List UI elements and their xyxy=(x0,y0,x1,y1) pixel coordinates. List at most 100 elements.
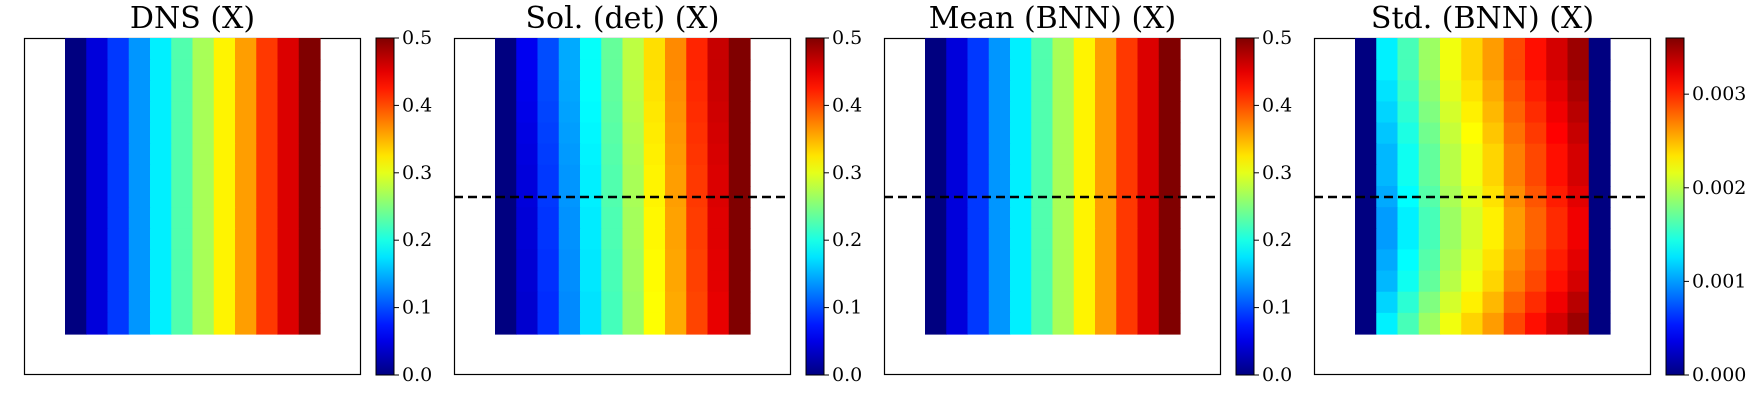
heatmap-cell xyxy=(128,38,151,60)
heatmap-cell xyxy=(601,312,624,335)
heatmap-cell xyxy=(150,312,172,335)
heatmap-cell xyxy=(686,143,709,166)
heatmap-cell xyxy=(925,270,947,293)
heatmap-cell xyxy=(107,270,130,293)
heatmap-cell xyxy=(1418,122,1441,145)
heatmap-cell xyxy=(1137,80,1160,103)
heatmap-cell xyxy=(558,59,581,81)
heatmap-cell xyxy=(580,122,602,145)
heatmap-cell xyxy=(256,80,279,103)
heatmap-cell xyxy=(107,312,130,335)
heatmap-cell xyxy=(707,143,730,166)
heatmap-cell xyxy=(128,249,151,272)
heatmap-cell xyxy=(107,291,130,314)
heatmap-cell xyxy=(171,59,194,81)
heatmap-cell xyxy=(298,143,321,166)
heatmap-cell xyxy=(65,164,87,187)
heatmap-cell xyxy=(1116,122,1139,145)
heatmap-cell xyxy=(1116,207,1139,229)
heatmap-cell xyxy=(580,80,602,103)
heatmap-cell xyxy=(171,101,194,124)
heatmap-cell xyxy=(925,228,947,251)
heatmap-cell xyxy=(213,249,236,272)
heatmap-cell xyxy=(171,312,194,335)
heatmap-cell xyxy=(580,101,602,124)
heatmap-cell xyxy=(1073,164,1096,187)
heatmap-cell xyxy=(298,312,321,335)
panel-1: DNS (X) 0.0 0.1 0.2 0.3 0.4 0.5 xyxy=(23,1,432,386)
heatmap-cell xyxy=(86,186,109,208)
heatmap-cell xyxy=(988,122,1011,145)
heatmap-cell xyxy=(86,228,109,251)
heatmap-cell xyxy=(86,38,109,60)
heatmap-cell xyxy=(1397,164,1420,187)
heatmap-cell xyxy=(213,59,236,81)
heatmap-cell xyxy=(686,164,709,187)
heatmap-cell xyxy=(601,270,624,293)
heatmap-cell xyxy=(1116,249,1139,272)
heatmap-cell xyxy=(925,122,947,145)
heatmap-cell xyxy=(988,228,1011,251)
heatmap-cell xyxy=(1376,249,1399,272)
heatmap-cell xyxy=(1440,186,1462,208)
heatmap-cell xyxy=(1397,207,1420,229)
heatmap-cell xyxy=(298,122,321,145)
heatmap-cell xyxy=(558,249,581,272)
heatmap-cell xyxy=(1482,207,1505,229)
heatmap-cell xyxy=(1503,291,1526,314)
heatmap-cell xyxy=(946,249,969,272)
heatmap-cell xyxy=(516,38,539,60)
heatmap-cell xyxy=(1397,270,1420,293)
heatmap-cell xyxy=(1137,270,1160,293)
heatmap-cell xyxy=(150,38,172,60)
colorbar-tick-label: 0.0 xyxy=(402,364,432,386)
heatmap-cell xyxy=(1052,270,1075,293)
heatmap-cell xyxy=(128,80,151,103)
heatmap-cell xyxy=(728,291,751,314)
heatmap-cell xyxy=(256,59,279,81)
heatmap-cell xyxy=(65,270,87,293)
heatmap-cell xyxy=(665,186,687,208)
heatmap-cell xyxy=(256,207,279,229)
heatmap-cell xyxy=(1461,80,1484,103)
heatmap-cell xyxy=(1095,38,1117,60)
heatmap-cell xyxy=(1397,101,1420,124)
panel-title: DNS (X) xyxy=(130,1,255,36)
heatmap-cell xyxy=(1031,122,1054,145)
heatmap-cell xyxy=(495,186,517,208)
heatmap-cell xyxy=(1095,186,1117,208)
heatmap-cell xyxy=(1482,80,1505,103)
heatmap-cell xyxy=(171,143,194,166)
heatmap-cell xyxy=(925,207,947,229)
heatmap-cell xyxy=(1567,228,1590,251)
heatmap-cell xyxy=(1482,38,1505,60)
heatmap-cell xyxy=(1546,101,1569,124)
colorbar xyxy=(1665,37,1685,376)
heatmap-cell xyxy=(537,186,560,208)
heatmap-cell xyxy=(686,59,709,81)
heatmap-cell xyxy=(65,186,87,208)
heatmap-cell xyxy=(86,101,109,124)
heatmap-cell xyxy=(1355,38,1377,60)
heatmap-cell xyxy=(1461,228,1484,251)
heatmap-cell xyxy=(1482,249,1505,272)
heatmap-cell xyxy=(495,270,517,293)
heatmap-cell xyxy=(728,249,751,272)
heatmap-cell xyxy=(1095,143,1117,166)
heatmap-cell xyxy=(1588,291,1611,314)
heatmap-cell xyxy=(1397,143,1420,166)
heatmap-cell xyxy=(925,38,947,60)
heatmap-cell xyxy=(516,249,539,272)
heatmap-cell xyxy=(1461,164,1484,187)
heatmap-cell xyxy=(1588,207,1611,229)
heatmap-cell xyxy=(1095,59,1117,81)
heatmap-cell xyxy=(558,312,581,335)
heatmap-cell xyxy=(1355,164,1377,187)
heatmap-cell xyxy=(1137,38,1160,60)
heatmap-cell xyxy=(1031,207,1054,229)
heatmap-cell xyxy=(1376,38,1399,60)
heatmap-cell xyxy=(686,122,709,145)
heatmap-cell xyxy=(946,38,969,60)
heatmap-cell xyxy=(1525,228,1547,251)
heatmap-cell xyxy=(1158,101,1181,124)
